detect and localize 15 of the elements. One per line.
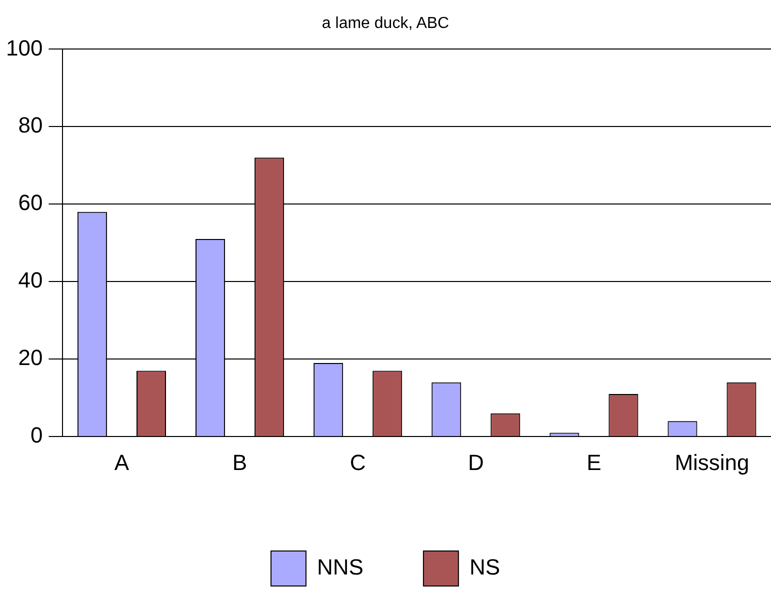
y-tick-label: 80 xyxy=(18,112,43,138)
y-tick-label: 20 xyxy=(18,345,43,370)
y-tick-label: 0 xyxy=(30,422,43,448)
y-tick-label: 60 xyxy=(18,190,43,216)
x-tick-label: Missing xyxy=(674,450,750,475)
x-tick-label: B xyxy=(232,450,248,475)
y-tick-label: 100 xyxy=(6,35,43,60)
y-tick-label: 40 xyxy=(18,268,43,293)
x-tick-label: E xyxy=(586,450,602,475)
chart-title: a lame duck, ABC xyxy=(322,15,450,32)
legend-label: NS xyxy=(469,554,500,580)
x-tick-label: C xyxy=(350,450,366,475)
legend-label: NNS xyxy=(316,554,364,580)
x-tick-label: D xyxy=(468,450,484,475)
x-tick-label: A xyxy=(114,450,130,475)
